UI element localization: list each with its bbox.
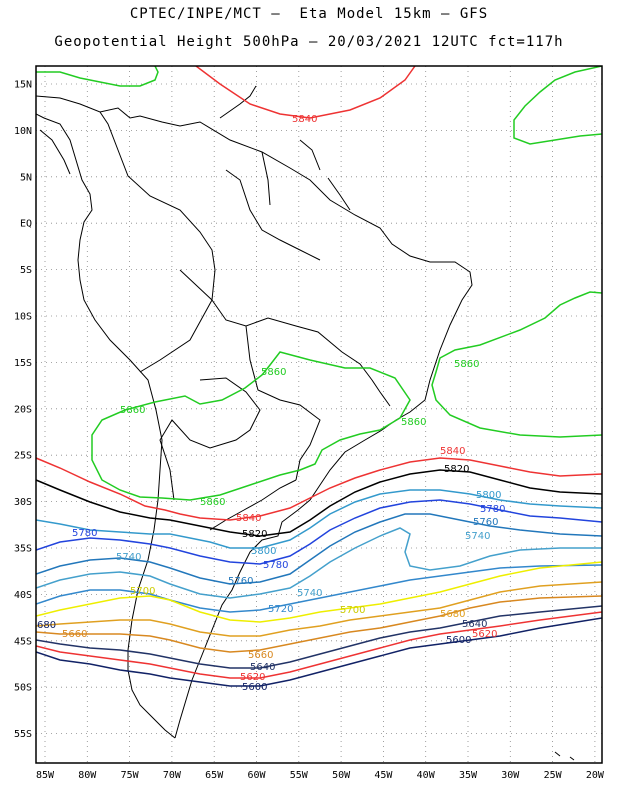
contour-5700 [36, 561, 602, 623]
lat-label: 50S [14, 683, 32, 694]
lon-label: 40W [417, 770, 436, 781]
contour-5720 [36, 564, 602, 613]
label-5800-b: 5800 [251, 546, 276, 557]
lon-label: 30W [501, 770, 520, 781]
label-5840-north: 5840 [292, 114, 317, 125]
contour-5680 [36, 581, 602, 637]
label-5780-c: 5780 [263, 560, 288, 571]
label-5820-a: 5820 [444, 464, 469, 475]
grid-lines [36, 66, 602, 763]
lat-label: 25S [14, 451, 32, 462]
label-5860-b: 5860 [454, 359, 479, 370]
contour-5860-central [431, 291, 602, 438]
contour-5860-north-a [36, 66, 159, 87]
lat-label: EQ [20, 219, 32, 230]
map-title-line2: Geopotential Height 500hPa – 20/03/2021 … [54, 34, 564, 50]
contour-5840-north [195, 66, 416, 119]
lat-label: 5N [20, 172, 32, 183]
lat-label: 30S [14, 497, 32, 508]
label-5860-c: 5860 [120, 405, 145, 416]
label-5860-d: 5860 [401, 417, 426, 428]
contour-5860-south [91, 351, 411, 501]
contour-5620 [36, 611, 602, 679]
lat-label: 5S [20, 265, 32, 276]
lat-label: 15N [14, 80, 32, 91]
label-5680: 5680 [440, 609, 465, 620]
map-title-line1: CPTEC/INPE/MCT – Eta Model 15km – GFS [129, 6, 489, 22]
label-5620-a: 5620 [472, 629, 497, 640]
contour-5800 [36, 489, 602, 549]
lat-label: 40S [14, 590, 32, 601]
lat-label: 35S [14, 544, 32, 555]
label-5780-b: 5780 [480, 504, 505, 515]
label-5660-a: 5660 [62, 629, 87, 640]
lat-label: 45S [14, 636, 32, 647]
lat-label: 55S [14, 729, 32, 740]
label-5760-a: 5760 [473, 517, 498, 528]
contour-5740 [36, 527, 602, 599]
lat-label: 20S [14, 404, 32, 415]
label-5860-a: 5860 [261, 367, 286, 378]
label-5820-b: 5820 [242, 529, 267, 540]
label-680: 680 [37, 620, 56, 631]
label-5600-a: 5600 [446, 635, 471, 646]
contour-5640 [36, 605, 602, 669]
contour-5820 [36, 469, 602, 537]
lon-label: 35W [459, 770, 478, 781]
lat-label: 10N [14, 126, 32, 137]
lat-label: 15S [14, 358, 32, 369]
contour-lines [36, 66, 602, 687]
lon-label: 45W [374, 770, 393, 781]
lon-label: 70W [163, 770, 182, 781]
lon-label: 85W [36, 770, 55, 781]
contour-5780 [36, 499, 602, 565]
longitude-labels: 85W 80W 75W 70W 65W 60W 55W 50W 45W 40W 35W 30W 25W 2… [36, 770, 605, 781]
lon-label: 80W [78, 770, 97, 781]
lon-label: 75W [121, 770, 140, 781]
lon-label: 65W [205, 770, 224, 781]
lon-label: 25W [544, 770, 563, 781]
lon-label: 20W [586, 770, 605, 781]
label-5700-a: 5700 [130, 586, 155, 597]
label-5600-b: 5600 [242, 682, 267, 693]
label-5740-a: 5740 [116, 552, 141, 563]
label-5700-b: 5700 [340, 605, 365, 616]
label-5640-a: 5640 [462, 619, 487, 630]
label-5620-b: 5620 [240, 672, 265, 683]
lon-label: 55W [290, 770, 309, 781]
contour-labels: 5840 5860 5860 5860 5860 5860 5840 5840 … [37, 114, 505, 693]
lat-label: 10S [14, 312, 32, 323]
label-5780-a: 5780 [72, 528, 97, 539]
label-5720: 5720 [268, 604, 293, 615]
contour-5600 [36, 617, 602, 687]
latitude-labels: 15N 10N 5N EQ 5S 10S 15S 20S 25S 30S 35S 40S 45S 50S 5… [14, 80, 32, 741]
lon-label: 50W [332, 770, 351, 781]
label-5840-b: 5840 [440, 446, 465, 457]
label-5640-b: 5640 [250, 662, 275, 673]
label-5800-a: 5800 [476, 490, 501, 501]
contour-5860-north-b [513, 66, 602, 145]
contour-5840 [36, 457, 602, 521]
label-5740-c: 5740 [297, 588, 322, 599]
label-5860-e: 5860 [200, 497, 225, 508]
label-5740-b: 5740 [465, 531, 490, 542]
contour-5660 [36, 595, 602, 653]
lon-label: 60W [247, 770, 266, 781]
map-frame [35, 65, 603, 764]
label-5660-b: 5660 [248, 650, 273, 661]
label-5760-b: 5760 [228, 576, 253, 587]
contour-5760 [36, 513, 602, 585]
label-5840-c: 5840 [236, 513, 261, 524]
